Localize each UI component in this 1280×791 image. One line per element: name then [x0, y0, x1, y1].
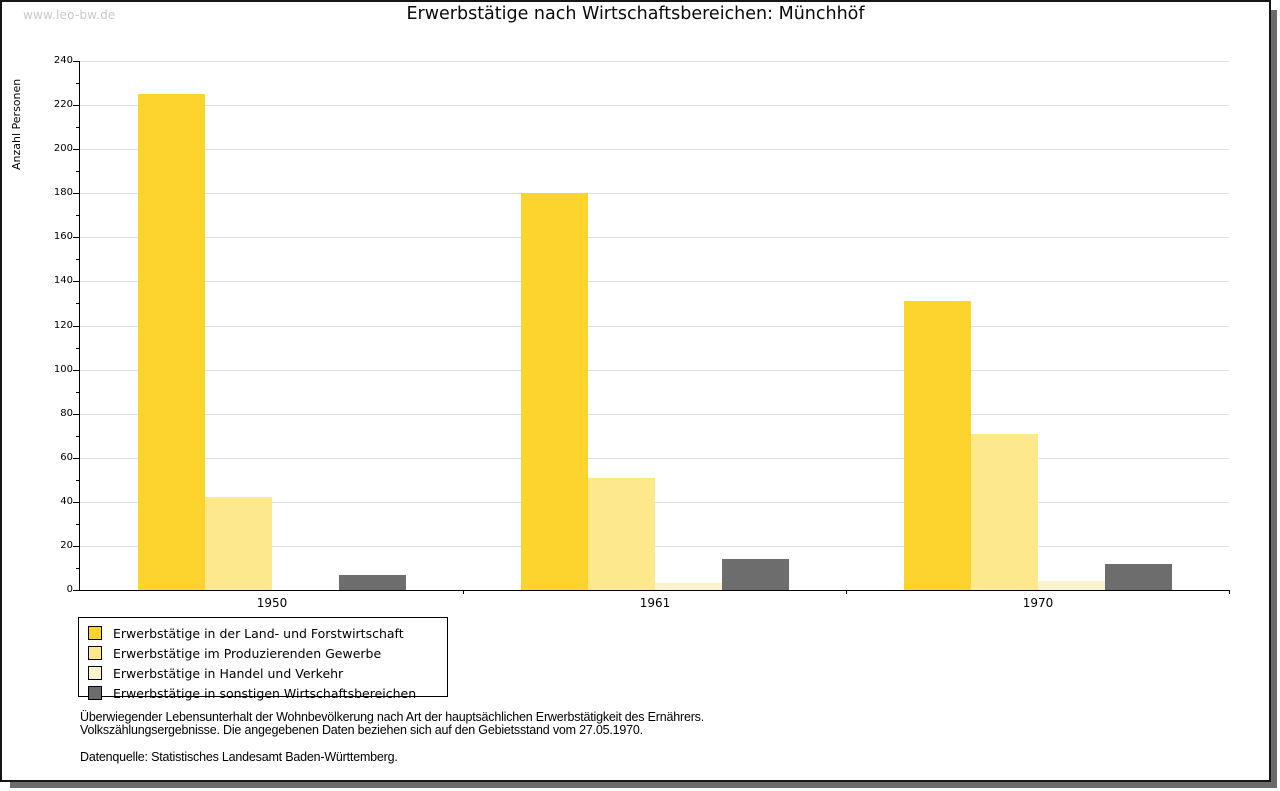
- x-tick-label-1950: 1950: [256, 596, 288, 610]
- y-minor-tick-70: [76, 436, 80, 437]
- y-major-tick-160: [73, 237, 80, 238]
- legend-label-4: Erwerbstätige in sonstigen Wirtschaftsbe…: [113, 685, 417, 701]
- y-minor-tick-130: [76, 303, 80, 304]
- legend-item-2: Erwerbstätige im Produzierenden Gewerbe: [79, 643, 447, 663]
- y-tick-label-60: 60: [60, 452, 73, 463]
- legend-item-1: Erwerbstätige in der Land- und Forstwirt…: [79, 623, 447, 643]
- bar-1961-series1: [521, 193, 588, 590]
- y-tick-label-0: 0: [66, 584, 73, 595]
- y-minor-tick-10: [76, 568, 80, 569]
- gridline-60: [80, 458, 1229, 459]
- y-tick-label-100: 100: [53, 364, 73, 375]
- watermark: www.leo-bw.de: [23, 8, 116, 22]
- footer-note-line1: Überwiegender Lebensunterhalt der Wohnbe…: [80, 710, 704, 724]
- bar-1961-series4: [722, 559, 789, 590]
- legend: Erwerbstätige in der Land- und Forstwirt…: [78, 617, 448, 701]
- gridline-180: [80, 193, 1229, 194]
- legend-item-4: Erwerbstätige in sonstigen Wirtschaftsbe…: [79, 683, 447, 703]
- gridline-160: [80, 237, 1229, 238]
- legend-label-3: Erwerbstätige in Handel und Verkehr: [113, 665, 344, 681]
- x-boundary-tick-2: [846, 590, 847, 594]
- bar-1970-series1: [904, 301, 971, 590]
- y-major-tick-0: [73, 590, 80, 591]
- y-tick-label-140: 140: [53, 275, 73, 286]
- y-minor-tick-30: [76, 524, 80, 525]
- y-axis-title: Anzahl Personen: [10, 78, 23, 170]
- y-major-tick-20: [73, 546, 80, 547]
- y-major-tick-140: [73, 281, 80, 282]
- legend-swatch-2: [88, 646, 102, 660]
- y-major-tick-180: [73, 193, 80, 194]
- gridline-80: [80, 414, 1229, 415]
- y-tick-label-40: 40: [60, 496, 73, 507]
- bar-1970-series4: [1105, 564, 1172, 590]
- y-minor-tick-170: [76, 215, 80, 216]
- gridline-240: [80, 61, 1229, 62]
- gridline-220: [80, 105, 1229, 106]
- x-boundary-tick-3: [1229, 590, 1230, 594]
- y-minor-tick-90: [76, 392, 80, 393]
- y-major-tick-100: [73, 370, 80, 371]
- y-major-tick-200: [73, 149, 80, 150]
- y-tick-label-240: 240: [53, 55, 73, 66]
- legend-swatch-4: [88, 686, 102, 700]
- legend-swatch-3: [88, 666, 102, 680]
- y-minor-tick-230: [76, 83, 80, 84]
- y-minor-tick-190: [76, 171, 80, 172]
- y-major-tick-240: [73, 61, 80, 62]
- plot-area: [79, 61, 1230, 591]
- y-tick-label-20: 20: [60, 540, 73, 551]
- bar-1961-series3: [655, 583, 722, 590]
- y-tick-label-80: 80: [60, 408, 73, 419]
- x-tick-label-1970: 1970: [1022, 596, 1054, 610]
- x-boundary-tick-1: [463, 590, 464, 594]
- y-minor-tick-50: [76, 480, 80, 481]
- gridline-200: [80, 149, 1229, 150]
- y-tick-label-180: 180: [53, 187, 73, 198]
- y-major-tick-60: [73, 458, 80, 459]
- gridline-100: [80, 370, 1229, 371]
- gridline-140: [80, 281, 1229, 282]
- chart-title: Erwerbstätige nach Wirtschaftsbereichen:…: [406, 4, 865, 24]
- legend-label-2: Erwerbstätige im Produzierenden Gewerbe: [113, 645, 382, 661]
- bar-1961-series2: [588, 478, 655, 590]
- y-minor-tick-150: [76, 259, 80, 260]
- bar-1950-series1: [138, 94, 205, 590]
- y-tick-label-120: 120: [53, 320, 73, 331]
- y-tick-label-200: 200: [53, 143, 73, 154]
- legend-label-1: Erwerbstätige in der Land- und Forstwirt…: [113, 625, 404, 641]
- y-major-tick-40: [73, 502, 80, 503]
- y-tick-label-220: 220: [53, 99, 73, 110]
- y-major-tick-80: [73, 414, 80, 415]
- x-axis-line: [79, 590, 1230, 591]
- y-major-tick-120: [73, 326, 80, 327]
- gridline-120: [80, 326, 1229, 327]
- y-tick-label-160: 160: [53, 231, 73, 242]
- y-major-tick-220: [73, 105, 80, 106]
- legend-item-3: Erwerbstätige in Handel und Verkehr: [79, 663, 447, 683]
- x-tick-label-1961: 1961: [639, 596, 671, 610]
- bar-1970-series2: [971, 434, 1038, 590]
- footer-source: Datenquelle: Statistisches Landesamt Bad…: [80, 750, 398, 764]
- legend-swatch-1: [88, 626, 102, 640]
- bar-1950-series4: [339, 575, 406, 590]
- y-minor-tick-110: [76, 348, 80, 349]
- footer-note-line2: Volkszählungsergebnisse. Die angegebenen…: [80, 723, 643, 737]
- y-minor-tick-210: [76, 127, 80, 128]
- bar-1970-series3: [1038, 581, 1105, 590]
- bar-1950-series2: [205, 497, 272, 590]
